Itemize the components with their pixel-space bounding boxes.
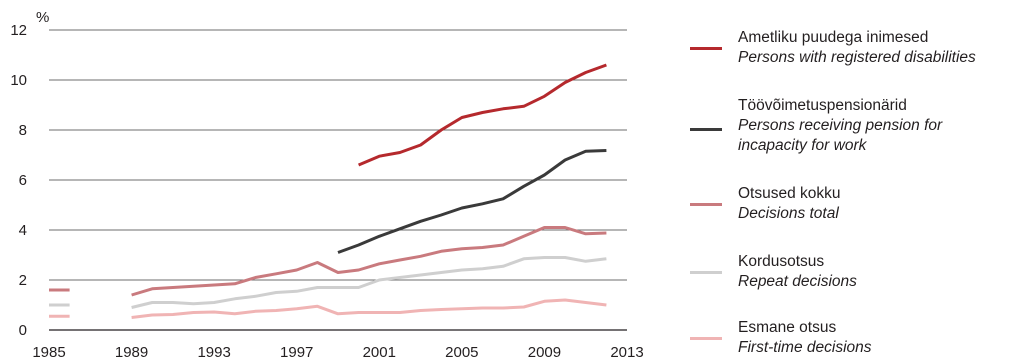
legend-swatch: [690, 271, 722, 274]
series-line-3: [131, 256, 607, 309]
y-tick-label: 2: [19, 272, 27, 289]
series-line-2: [131, 226, 607, 297]
gridlines: [49, 29, 627, 331]
legend-label: Esmane otsus: [738, 319, 837, 336]
legend-label-en: Decisions total: [738, 205, 839, 222]
legend-swatch: [690, 337, 722, 340]
x-tick-label: 2009: [528, 344, 561, 361]
legend-label: Ametliku puudega inimesed: [738, 29, 929, 46]
legend-item-registered-disabilities: Ametliku puudega inimesed Persons with r…: [690, 28, 1020, 96]
legend-swatch: [690, 47, 722, 50]
y-tick-label: 8: [19, 122, 27, 139]
legend-label-en: Persons receiving pension for incapacity…: [738, 117, 943, 154]
x-tick-label: 2005: [445, 344, 478, 361]
series-line-0: [358, 63, 607, 167]
x-tick-label: 1989: [115, 344, 148, 361]
y-tick-label: 6: [19, 172, 27, 189]
series-line-4: [131, 298, 607, 319]
legend-label: Kordusotsus: [738, 253, 825, 270]
legend-label-en: First-time decisions: [738, 339, 872, 356]
legend-label: Otsused kokku: [738, 185, 841, 202]
legend-item-repeat-decisions: Kordusotsus Repeat decisions: [690, 252, 1020, 318]
x-axis-ticks: 1985 1989 1993 1997 2001 2005 2009 2013: [32, 344, 643, 361]
legend: Ametliku puudega inimesed Persons with r…: [690, 28, 1020, 362]
x-tick-label: 1993: [197, 344, 230, 361]
series-lines: [49, 63, 607, 319]
x-tick-label: 1997: [280, 344, 313, 361]
line-chart: % 0 2 4 6 8 10 12 1985 1989 1993 1997 2001 2005 2009…: [10, 9, 643, 361]
legend-label: Töövõimetuspensionärid: [738, 97, 907, 114]
y-axis-unit-label: %: [36, 9, 49, 26]
x-tick-label: 2001: [363, 344, 396, 361]
y-axis-ticks: 0 2 4 6 8 10 12: [10, 22, 27, 339]
legend-item-incapacity-pension: Töövõimetuspensionärid Persons receiving…: [690, 96, 1020, 184]
legend-item-first-time-decisions: Esmane otsus First-time decisions: [690, 318, 1020, 362]
y-tick-label: 4: [19, 222, 27, 239]
y-tick-label: 12: [10, 22, 27, 39]
legend-label-en: Repeat decisions: [738, 273, 857, 290]
legend-label-en: Persons with registered disabilities: [738, 49, 976, 66]
series-line-1: [337, 149, 607, 254]
legend-item-decisions-total: Otsused kokku Decisions total: [690, 184, 1020, 252]
x-tick-label: 2013: [610, 344, 643, 361]
y-tick-label: 0: [19, 322, 27, 339]
x-tick-label: 1985: [32, 344, 65, 361]
legend-swatch: [690, 203, 722, 206]
y-tick-label: 10: [10, 72, 27, 89]
legend-swatch: [690, 128, 722, 131]
